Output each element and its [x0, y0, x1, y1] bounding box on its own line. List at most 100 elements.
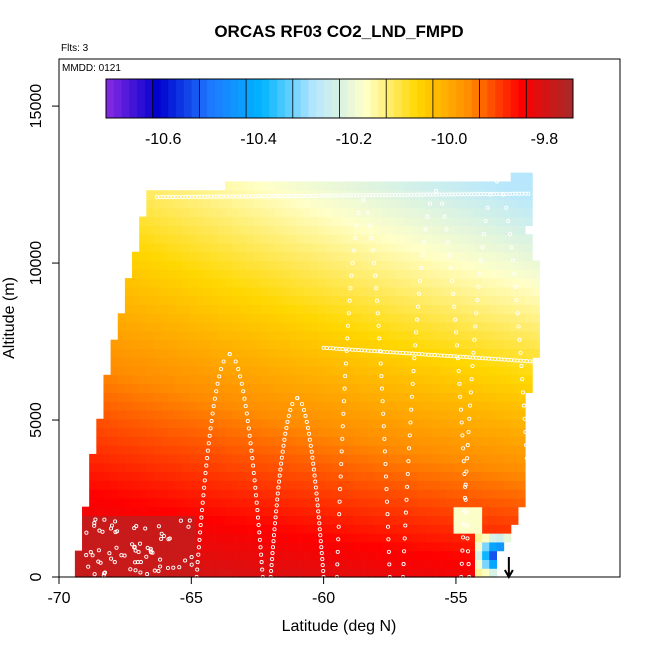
y-tick-label: 15000: [28, 84, 45, 129]
heatmap-cell: [353, 418, 362, 429]
heatmap-cell: [453, 471, 462, 481]
heatmap-cell: [217, 392, 226, 402]
heatmap-cell: [232, 357, 240, 367]
heatmap-cell: [267, 462, 276, 473]
heatmap-cell: [103, 462, 112, 473]
heatmap-cell: [367, 207, 376, 218]
heatmap-cell: [367, 322, 376, 332]
heatmap-cell: [132, 366, 140, 376]
heatmap-cell: [132, 374, 140, 385]
heatmap-cell: [260, 366, 269, 376]
heatmap-cell: [403, 242, 412, 253]
heatmap-cell: [189, 427, 197, 437]
heatmap-cell: [239, 515, 247, 525]
heatmap-cell: [274, 216, 283, 226]
heatmap-cell: [496, 436, 505, 446]
heatmap-cell: [432, 322, 440, 332]
heatmap-cell: [503, 374, 512, 385]
heatmap-cell: [282, 418, 290, 429]
heatmap-cell: [160, 234, 169, 244]
heatmap-cell: [146, 392, 155, 402]
heatmap-cell: [324, 242, 333, 253]
heatmap-cell: [189, 348, 197, 358]
heatmap-cell: [446, 427, 455, 437]
heatmap-cell: [417, 568, 426, 578]
heatmap-cell: [296, 427, 305, 437]
heatmap-cell: [246, 322, 255, 332]
heatmap-cell: [274, 427, 283, 437]
heatmap-cell: [396, 568, 405, 578]
heatmap-cell: [417, 480, 426, 490]
heatmap-cell: [167, 322, 176, 332]
heatmap-cell: [439, 550, 447, 561]
heatmap-cell: [374, 471, 383, 481]
heatmap-cell: [296, 286, 305, 297]
heatmap-cell: [253, 568, 262, 578]
heatmap-cell: [103, 453, 112, 464]
heatmap-cell: [360, 207, 369, 218]
track-point: [310, 455, 315, 460]
heatmap-cell: [532, 330, 540, 341]
heatmap-cell: [432, 225, 440, 235]
heatmap-cell: [274, 383, 283, 393]
heatmap-cell: [310, 269, 319, 279]
heatmap-cell: [482, 409, 490, 420]
heatmap-cell: [489, 199, 498, 209]
heatmap-cell: [239, 199, 247, 209]
heatmap-cell: [374, 234, 383, 244]
colorbar-swatch: [246, 79, 255, 118]
flights-note: Flts: 3: [61, 43, 89, 54]
heatmap-cell: [432, 541, 440, 552]
heatmap-cell: [496, 541, 505, 552]
heatmap-cell: [417, 322, 426, 332]
heatmap-cell: [217, 330, 226, 341]
heatmap-cell: [496, 295, 505, 306]
heatmap-cell: [110, 506, 119, 517]
heatmap-cell: [189, 480, 197, 490]
heatmap-cell: [396, 418, 405, 429]
heatmap-cell: [439, 216, 447, 226]
heatmap-cell: [432, 216, 440, 226]
heatmap-cell: [517, 286, 526, 297]
heatmap-cell: [360, 286, 369, 297]
heatmap-cell: [253, 418, 262, 429]
heatmap-cell: [96, 541, 105, 552]
colorbar-swatch: [339, 79, 348, 118]
heatmap-cell: [124, 489, 133, 499]
heatmap-cell: [289, 234, 297, 244]
heatmap-cell: [353, 348, 362, 358]
heatmap-cell: [139, 506, 147, 517]
heatmap-cell: [182, 304, 190, 314]
heatmap-cell: [239, 225, 247, 235]
heatmap-cell: [339, 427, 347, 437]
heatmap-cell: [96, 533, 105, 543]
heatmap-cell: [503, 357, 512, 367]
track-point: [183, 558, 188, 563]
track-point: [427, 201, 433, 206]
heatmap-cell: [303, 409, 312, 420]
heatmap-cell: [296, 559, 305, 569]
heatmap-cell: [160, 559, 169, 569]
track-point: [198, 522, 203, 528]
heatmap-cell: [439, 568, 447, 578]
heatmap-cell: [189, 418, 197, 429]
heatmap-cell: [289, 181, 297, 191]
heatmap-cell: [189, 568, 197, 578]
heatmap-cell: [182, 286, 190, 297]
heatmap-cell: [424, 506, 433, 517]
heatmap-cell: [517, 181, 526, 191]
heatmap-cell: [303, 436, 312, 446]
heatmap-cell: [232, 199, 240, 209]
heatmap-cell: [174, 304, 183, 314]
track-point: [299, 401, 305, 407]
heatmap-cell: [489, 234, 498, 244]
track-point: [366, 210, 371, 215]
heatmap-cell: [467, 462, 476, 473]
heatmap-cell: [153, 330, 162, 341]
heatmap-cell: [324, 181, 333, 191]
track-point: [515, 311, 520, 316]
heatmap-cell: [260, 462, 269, 473]
colorbar-swatch: [331, 79, 340, 118]
track-point: [386, 549, 391, 554]
heatmap-cell: [332, 225, 340, 235]
